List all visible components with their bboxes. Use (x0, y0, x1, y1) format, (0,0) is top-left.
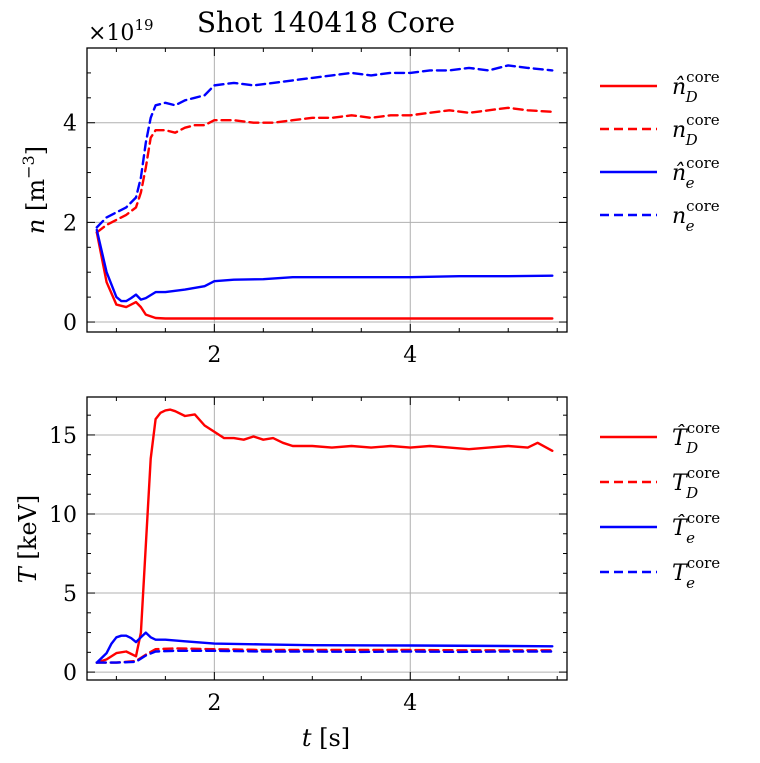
density-series (95, 64, 554, 320)
density-series-4 (95, 64, 554, 229)
temperature-series-4 (95, 649, 554, 664)
density-ticks: 2 4 0 2 4 (63, 48, 567, 368)
density-x-tick-label: 2 (207, 343, 221, 368)
temperature-series (95, 408, 554, 664)
density-legend-label-1: n̂core D (672, 68, 720, 106)
density-legend-label-2: ncore D (672, 111, 720, 149)
temperature-y-tick-label: 5 (63, 582, 77, 607)
density-legend: n̂core D ncore D n̂core e ncore e (600, 68, 720, 235)
temperature-grid (87, 397, 567, 680)
density-grid (87, 48, 567, 332)
temperature-legend-label-1: T̂core D (672, 419, 720, 457)
temperature-series-1 (95, 408, 554, 664)
temperature-x-tick-label: 4 (403, 691, 417, 716)
temperature-legend-label-2: Tcore D (672, 464, 720, 502)
density-y-tick-label: 0 (63, 311, 77, 336)
density-plot: 2 4 0 2 4 n [m−3] (19, 47, 568, 368)
temperature-y-axis-label: T [keV] (14, 495, 42, 583)
density-y-axis-label: n [m−3] (19, 146, 50, 234)
chart-title: Shot 140418 Core (197, 6, 455, 39)
temperature-axes-frame (86, 396, 568, 681)
temperature-y-tick-label: 0 (63, 661, 77, 686)
temperature-x-axis-label: t [s] (302, 724, 350, 752)
temperature-y-tick-label: 10 (49, 503, 77, 528)
y-offset-label: ×1019 (88, 16, 154, 46)
density-axes-frame (86, 47, 568, 333)
temperature-plot: 2 4 0 5 10 15 T [keV] t [s] (14, 396, 568, 752)
density-y-tick-label: 2 (63, 211, 77, 236)
temperature-legend-label-4: Tcore e (672, 554, 720, 592)
density-series-2 (95, 106, 554, 234)
density-y-tick-label: 4 (63, 112, 77, 137)
density-x-tick-label: 4 (403, 343, 417, 368)
density-legend-label-3: n̂core e (672, 154, 720, 192)
temperature-series-3 (95, 631, 554, 664)
density-series-1 (95, 231, 554, 320)
temperature-legend: T̂core D Tcore D T̂core e Tcore e (600, 419, 720, 592)
density-series-3 (95, 228, 554, 303)
density-legend-label-4: ncore e (672, 197, 720, 235)
temperature-ticks: 2 4 0 5 10 15 (49, 397, 567, 716)
temperature-x-tick-label: 2 (207, 691, 221, 716)
temperature-y-tick-label: 15 (49, 424, 77, 449)
temperature-legend-label-3: T̂core e (672, 509, 720, 547)
